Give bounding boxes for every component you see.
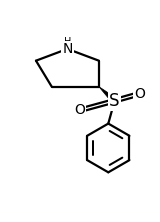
Text: O: O — [75, 103, 85, 117]
Text: N: N — [62, 42, 73, 56]
Text: O: O — [134, 87, 145, 101]
Polygon shape — [99, 87, 117, 103]
Text: H: H — [64, 37, 71, 47]
Text: S: S — [109, 92, 120, 110]
